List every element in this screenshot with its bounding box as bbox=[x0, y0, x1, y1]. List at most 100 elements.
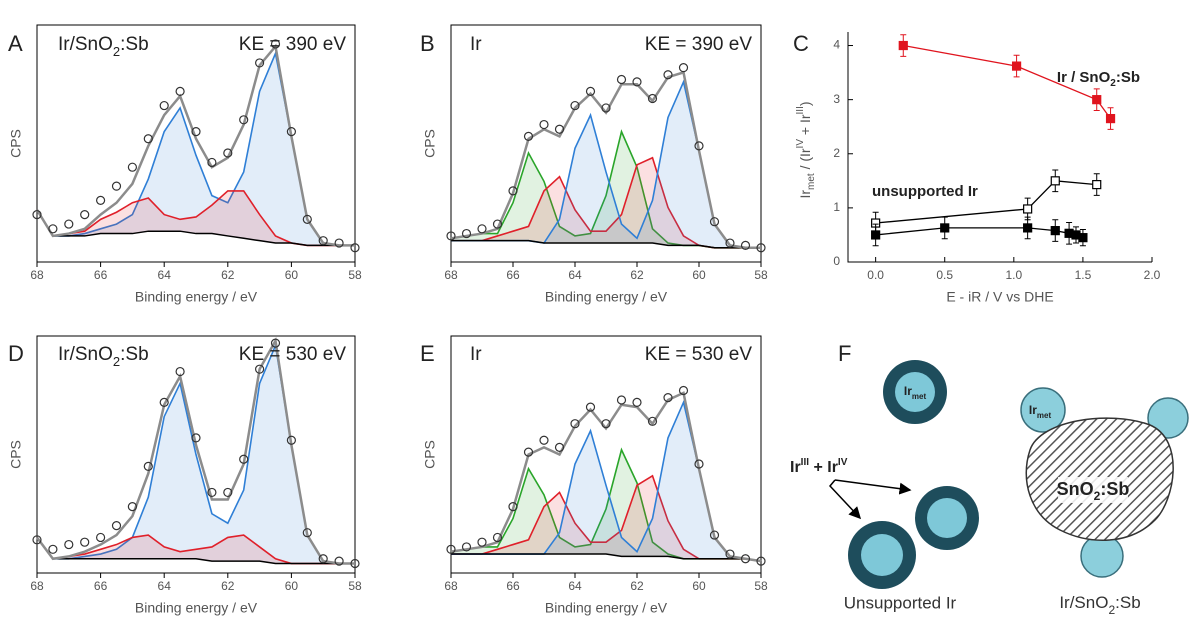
data-point bbox=[647, 93, 658, 104]
series-line bbox=[875, 180, 1097, 224]
annotation: KE = 530 eV bbox=[239, 344, 347, 365]
y-axis-label: CPS bbox=[8, 129, 24, 158]
arrow bbox=[834, 479, 912, 495]
data-point bbox=[663, 70, 673, 80]
y-axis-label: CPS bbox=[422, 129, 438, 158]
x-tick-label: 58 bbox=[348, 268, 362, 282]
label-part: 2 bbox=[1110, 78, 1116, 89]
label-part: Ir bbox=[797, 190, 813, 199]
x-tick-label: 58 bbox=[348, 579, 362, 593]
plot-frame bbox=[36, 24, 356, 263]
data-point bbox=[1023, 204, 1033, 214]
data-point bbox=[223, 148, 233, 158]
particle-core bbox=[895, 372, 935, 412]
data-point bbox=[539, 435, 549, 445]
x-tick-label: 60 bbox=[692, 268, 706, 282]
data-point bbox=[1092, 180, 1102, 190]
data-point bbox=[80, 537, 90, 547]
plots: 68 66 64 62 60 58 Binding energy / eV CPS 68 66 64… bbox=[8, 24, 1161, 616]
x-tick-label: 68 bbox=[444, 268, 458, 282]
data-point bbox=[709, 530, 720, 540]
caption: Unsupported Ir bbox=[844, 593, 957, 612]
label-part: 2 bbox=[1108, 603, 1115, 617]
data-point bbox=[554, 124, 565, 134]
data-point bbox=[143, 134, 153, 144]
data-point bbox=[461, 228, 472, 239]
label-part: + Ir bbox=[797, 114, 813, 139]
data-point bbox=[175, 86, 185, 96]
panel-letter: A bbox=[8, 31, 23, 56]
data-point bbox=[302, 214, 312, 224]
component-fill bbox=[37, 53, 355, 246]
x-tick-label: 62 bbox=[221, 579, 235, 593]
series-label: Ir / SnO2:Sb bbox=[1057, 69, 1140, 89]
x-axis-label: Binding energy / eV bbox=[545, 600, 668, 616]
series-line bbox=[903, 44, 1112, 119]
data-point bbox=[223, 487, 233, 498]
data-point bbox=[207, 487, 217, 498]
data-point bbox=[286, 127, 296, 137]
panel-letter: D bbox=[8, 341, 24, 366]
particle-label: Irmet bbox=[904, 384, 927, 400]
label-part: Ir bbox=[1029, 403, 1037, 417]
data-point bbox=[1023, 223, 1033, 233]
x-tick-label: 62 bbox=[630, 579, 644, 593]
x-axis-label: Binding energy / eV bbox=[135, 600, 258, 616]
background bbox=[451, 553, 762, 562]
label-part: SnO bbox=[1057, 479, 1094, 499]
label-part: / (Ir bbox=[797, 148, 813, 173]
label-part: 2 bbox=[1094, 489, 1101, 503]
data-point bbox=[111, 520, 122, 531]
data-point bbox=[95, 195, 106, 205]
data-point bbox=[616, 395, 627, 405]
envelope bbox=[35, 336, 355, 565]
label-part: met bbox=[1037, 411, 1052, 420]
data-point bbox=[302, 528, 312, 538]
x-tick-label: 66 bbox=[506, 268, 520, 282]
data-point bbox=[871, 230, 881, 240]
x-tick-label: 62 bbox=[221, 268, 235, 282]
y-tick-label: 0 bbox=[833, 254, 840, 268]
data-point bbox=[159, 100, 169, 111]
label-part: Ir bbox=[790, 459, 801, 476]
data-point bbox=[270, 39, 281, 49]
background bbox=[36, 537, 355, 565]
data-point bbox=[508, 186, 518, 196]
support-label: SnO2:Sb bbox=[1057, 479, 1130, 503]
background bbox=[36, 209, 355, 247]
particle bbox=[1020, 387, 1066, 433]
data-point bbox=[1092, 95, 1102, 105]
data-point bbox=[477, 224, 487, 234]
label-part: III bbox=[801, 457, 810, 468]
data-point bbox=[318, 554, 328, 564]
data-point bbox=[616, 74, 627, 85]
data-point bbox=[95, 532, 106, 543]
x-tick-label: 66 bbox=[506, 579, 520, 593]
data-point bbox=[678, 63, 689, 73]
label-part: 2 bbox=[113, 44, 120, 59]
data-point bbox=[239, 454, 249, 464]
data-point bbox=[709, 217, 720, 227]
plot-frame bbox=[36, 335, 356, 574]
data-point bbox=[570, 100, 580, 111]
x-tick-label: 60 bbox=[285, 268, 299, 282]
x-tick-label: 64 bbox=[158, 579, 172, 593]
data-point bbox=[255, 58, 265, 68]
caption: Ir/SnO2:Sb bbox=[1059, 593, 1140, 617]
envelope bbox=[450, 391, 762, 563]
data-point bbox=[678, 385, 689, 396]
x-axis-label: Binding energy / eV bbox=[135, 289, 258, 305]
label-part: met bbox=[912, 392, 927, 401]
data-point bbox=[632, 77, 642, 87]
x-tick-label: 64 bbox=[158, 268, 172, 282]
data-point bbox=[756, 556, 766, 566]
data-point bbox=[1078, 233, 1088, 243]
data-point bbox=[601, 419, 611, 429]
component-fill bbox=[37, 190, 355, 246]
data-point bbox=[725, 238, 735, 248]
data-point bbox=[270, 338, 281, 348]
data-point bbox=[334, 556, 344, 566]
data-point bbox=[461, 542, 472, 552]
label-part: Ir / SnO bbox=[1057, 69, 1111, 86]
